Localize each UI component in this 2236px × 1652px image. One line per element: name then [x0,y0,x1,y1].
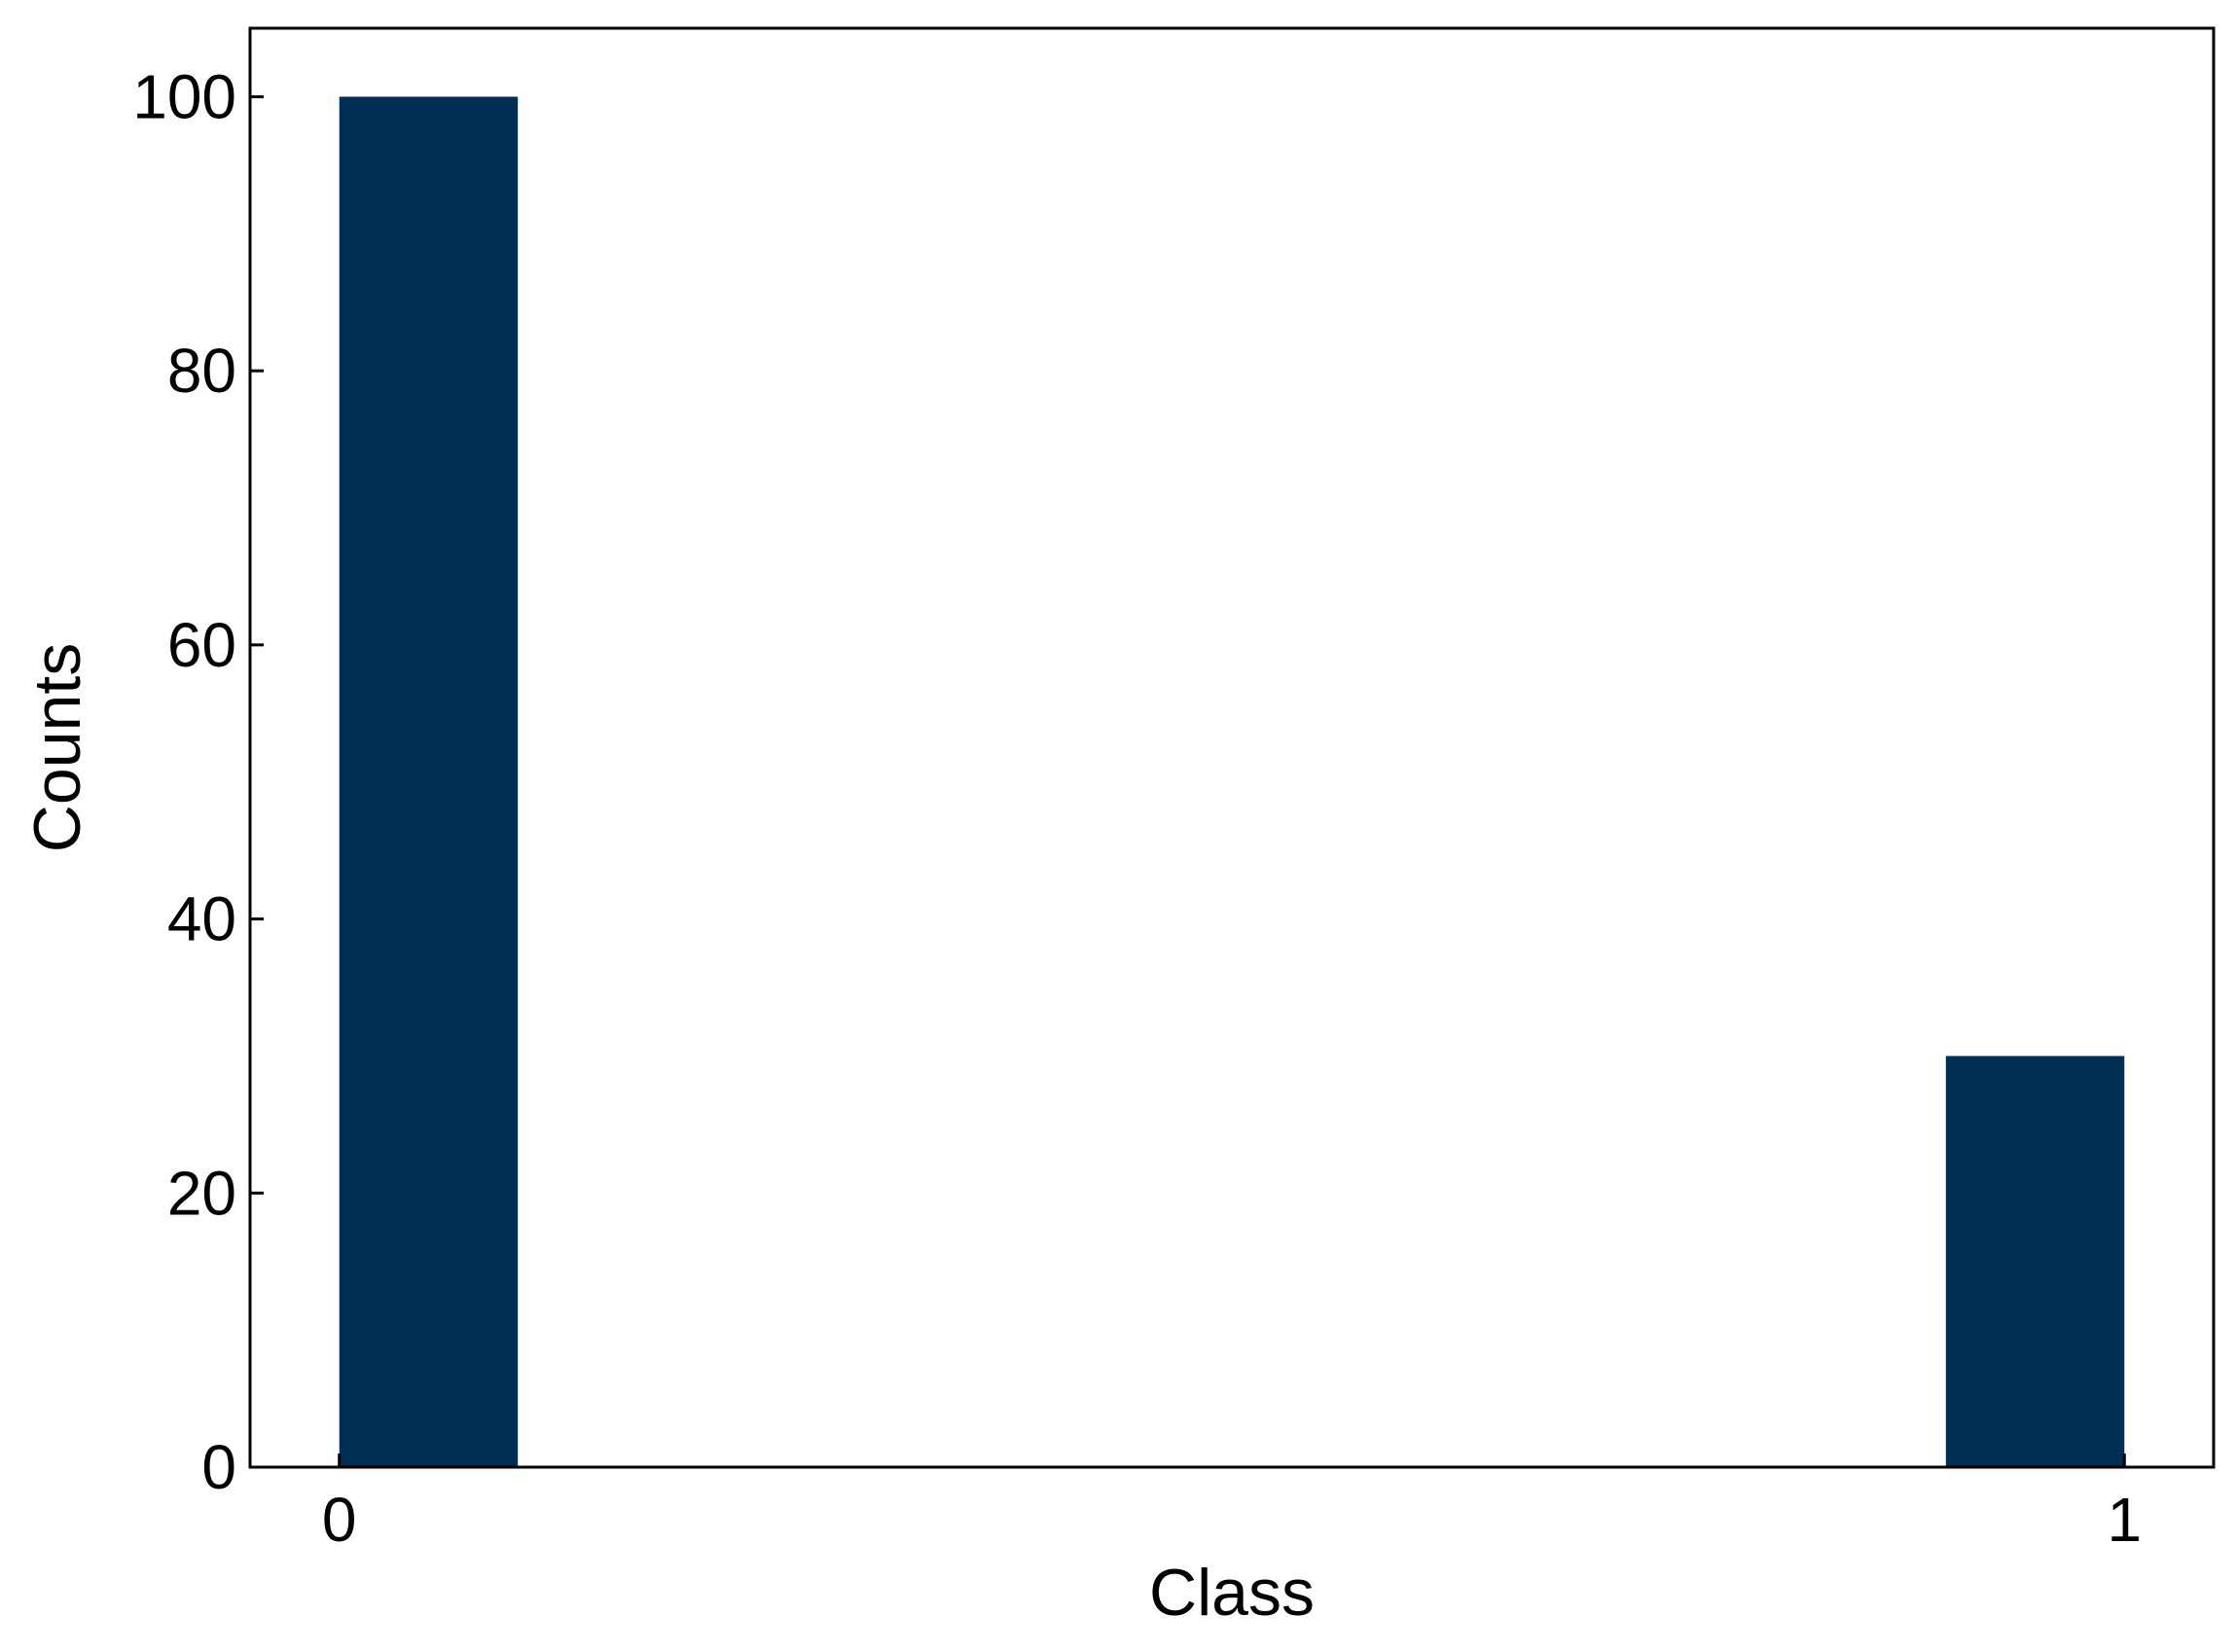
x-tick-label-1: 1 [2107,1485,2142,1555]
y-tick-label-0: 0 [201,1432,236,1502]
x-axis-label: Class [1149,1556,1315,1630]
bar-0 [339,96,519,1467]
x-tick-label-0: 0 [322,1485,357,1555]
y-ticks-group: 0 20 40 60 80 100 [132,61,264,1502]
y-tick-label-2: 40 [167,884,236,954]
y-tick-label-4: 80 [167,336,236,406]
y-tick-label-5: 100 [132,61,236,131]
bar-1 [1945,1056,2125,1467]
bars-group [339,96,2125,1467]
y-axis-label: Counts [20,643,94,852]
y-tick-label-1: 20 [167,1158,236,1228]
plot-frame [248,26,2216,1469]
y-tick-label-3: 60 [167,610,236,680]
